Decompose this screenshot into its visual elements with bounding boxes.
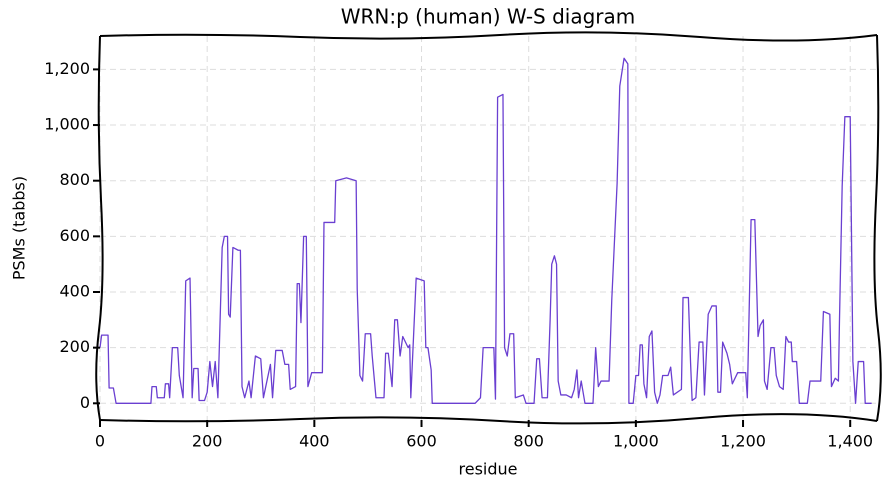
x-tick-label: 0 (95, 432, 105, 451)
data-line (99, 57, 872, 404)
x-tick-label: 1,000 (613, 432, 659, 451)
x-tick-label: 600 (406, 432, 437, 451)
spine (95, 35, 104, 421)
x-tick-label: 400 (299, 432, 330, 451)
y-tick-label: 600 (59, 226, 90, 245)
x-tick-label: 200 (192, 432, 223, 451)
x-tick-label: 1,200 (720, 432, 766, 451)
plot (99, 57, 872, 404)
chart-title: WRN:p (human) W-S diagram (341, 5, 636, 29)
x-tick-label: 800 (513, 432, 544, 451)
y-tick-label: 400 (59, 282, 90, 301)
spine (99, 413, 878, 425)
y-tick-label: 800 (59, 170, 90, 189)
y-axis-label: PSMs (tabbs) (10, 176, 29, 280)
y-tick-label: 1,200 (44, 59, 90, 78)
y-tick-label: 1,000 (44, 115, 90, 134)
x-axis-label: residue (459, 460, 518, 479)
spine (873, 34, 882, 422)
grid (99, 36, 877, 420)
y-tick-label: 200 (59, 337, 90, 356)
x-tick-label: 1,400 (827, 432, 873, 451)
y-tick-label: 0 (80, 393, 90, 412)
spine (99, 31, 878, 42)
